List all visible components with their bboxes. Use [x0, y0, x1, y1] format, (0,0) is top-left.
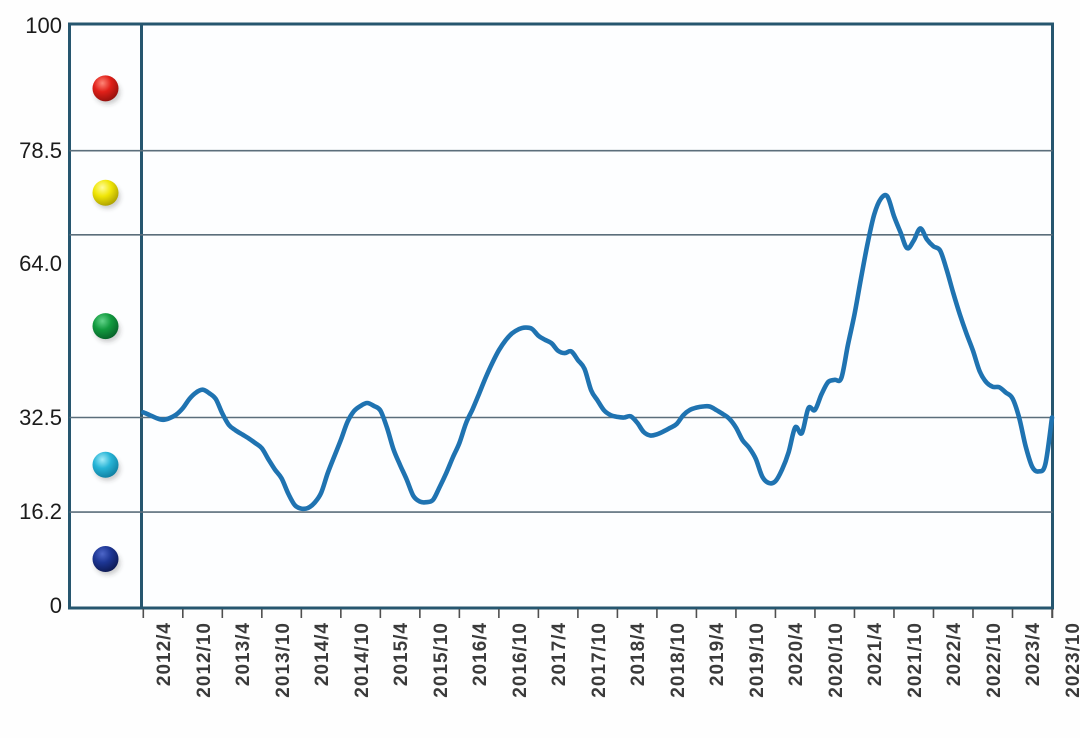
- chart-outer-border: [68, 22, 1054, 610]
- y-axis-label-16.2: 16.2: [19, 499, 62, 525]
- x-axis-label-2023/4: 2023/4: [1023, 622, 1045, 687]
- zone-legend-balls: [92, 75, 121, 576]
- x-axis-label-2019/10: 2019/10: [746, 622, 768, 698]
- data-series: [141, 192, 1055, 512]
- y-axis-label-0: 0: [49, 593, 62, 618]
- chart-frame: [68, 22, 1054, 610]
- y-axis-label-78.5: 78.5: [19, 137, 62, 163]
- y-axis-label-64.0: 64.0: [19, 250, 62, 276]
- green-ball: [92, 313, 119, 340]
- x-axis-label-2021/10: 2021/10: [904, 622, 926, 698]
- x-axis-label-2016/10: 2016/10: [509, 622, 531, 698]
- x-axis-label-2023/10: 2023/10: [1063, 622, 1080, 698]
- x-axis-label-2017/4: 2017/4: [549, 622, 571, 687]
- index-line-path: [141, 192, 1055, 512]
- x-axis-label-2022/4: 2022/4: [944, 622, 966, 687]
- yellow-ball: [92, 179, 119, 206]
- x-axis-label-2013/10: 2013/10: [272, 622, 294, 698]
- x-axis-label-2016/4: 2016/4: [470, 622, 492, 687]
- chart-gridlines: [69, 149, 1053, 513]
- x-axis-ticks: [142, 609, 1054, 618]
- x-axis-label-2021/4: 2021/4: [865, 622, 887, 687]
- x-axis-label-2015/4: 2015/4: [391, 622, 413, 687]
- x-axis-label-2014/4: 2014/4: [312, 622, 334, 687]
- red-ball: [92, 75, 119, 102]
- x-axis-label-2017/10: 2017/10: [588, 622, 610, 698]
- cyan-ball: [92, 451, 119, 478]
- y-axis-label-32.5: 32.5: [19, 404, 62, 430]
- x-axis-label-2022/10: 2022/10: [983, 622, 1005, 698]
- x-axis-label-2020/10: 2020/10: [825, 622, 847, 698]
- x-axis-label-2013/4: 2013/4: [233, 622, 255, 687]
- navy-ball: [92, 546, 119, 573]
- x-axis-label-2015/10: 2015/10: [430, 622, 452, 698]
- y-axis-label-100: 100: [25, 13, 62, 38]
- x-axis-label-2018/4: 2018/4: [628, 622, 650, 687]
- x-axis-label-2019/4: 2019/4: [707, 622, 729, 687]
- x-axis-label-2018/10: 2018/10: [667, 622, 689, 698]
- x-axis-label-2012/4: 2012/4: [154, 622, 176, 687]
- x-axis-label-2012/10: 2012/10: [193, 622, 215, 698]
- x-axis-label-2014/10: 2014/10: [351, 622, 373, 698]
- x-axis-label-2020/4: 2020/4: [786, 622, 808, 687]
